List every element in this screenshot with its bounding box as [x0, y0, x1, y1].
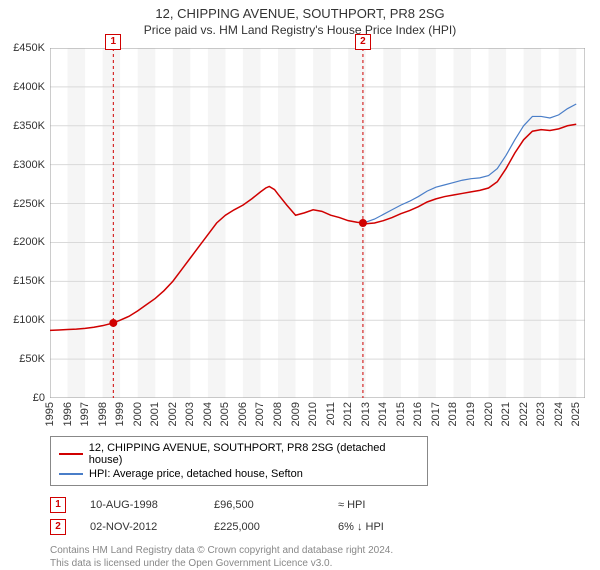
x-tick-label: 1996	[62, 402, 74, 426]
chart-subtitle: Price paid vs. HM Land Registry's House …	[0, 21, 600, 37]
chart-area: £0£50K£100K£150K£200K£250K£300K£350K£400…	[50, 48, 585, 398]
x-tick-label: 2019	[465, 402, 477, 426]
y-tick-label: £450K	[13, 42, 45, 54]
y-tick-label: £300K	[13, 159, 45, 171]
x-tick-label: 2012	[342, 402, 354, 426]
legend-label: 12, CHIPPING AVENUE, SOUTHPORT, PR8 2SG …	[89, 442, 419, 466]
chart-plot	[50, 48, 585, 398]
transaction-date: 02-NOV-2012	[90, 521, 190, 533]
transaction-delta: 6% ↓ HPI	[338, 521, 438, 533]
x-tick-label: 2017	[430, 402, 442, 426]
y-tick-label: £250K	[13, 198, 45, 210]
x-tick-label: 2002	[167, 402, 179, 426]
x-tick-label: 2015	[395, 402, 407, 426]
x-tick-label: 1997	[79, 402, 91, 426]
transaction-row: 1 10-AUG-1998 £96,500 ≈ HPI	[50, 494, 580, 516]
x-tick-label: 2014	[377, 402, 389, 426]
footnote-line: Contains HM Land Registry data © Crown c…	[50, 544, 580, 557]
y-tick-label: £150K	[13, 275, 45, 287]
x-tick-label: 2021	[500, 402, 512, 426]
x-tick-label: 2007	[254, 402, 266, 426]
x-tick-label: 2003	[184, 402, 196, 426]
x-tick-label: 2023	[535, 402, 547, 426]
chart-container: 12, CHIPPING AVENUE, SOUTHPORT, PR8 2SG …	[0, 0, 600, 560]
transaction-price: £225,000	[214, 521, 314, 533]
transaction-marker: 2	[50, 519, 66, 535]
x-tick-label: 2008	[272, 402, 284, 426]
footnote: Contains HM Land Registry data © Crown c…	[50, 544, 580, 570]
chart-marker-box: 2	[355, 34, 371, 50]
y-tick-label: £350K	[13, 120, 45, 132]
x-tick-label: 2005	[219, 402, 231, 426]
y-tick-label: £100K	[13, 314, 45, 326]
y-tick-label: £50K	[19, 353, 45, 365]
x-tick-label: 2001	[149, 402, 161, 426]
x-tick-label: 2025	[570, 402, 582, 426]
chart-marker-box: 1	[105, 34, 121, 50]
x-tick-label: 2009	[290, 402, 302, 426]
legend-row: 12, CHIPPING AVENUE, SOUTHPORT, PR8 2SG …	[59, 441, 419, 467]
transaction-marker: 1	[50, 497, 66, 513]
transaction-row: 2 02-NOV-2012 £225,000 6% ↓ HPI	[50, 516, 580, 538]
chart-title: 12, CHIPPING AVENUE, SOUTHPORT, PR8 2SG	[0, 0, 600, 21]
y-tick-label: £200K	[13, 236, 45, 248]
x-tick-label: 2016	[412, 402, 424, 426]
legend-swatch	[59, 453, 83, 455]
legend-swatch	[59, 473, 83, 475]
footnote-line: This data is licensed under the Open Gov…	[50, 557, 580, 570]
transaction-delta: ≈ HPI	[338, 499, 438, 511]
legend-and-footer: 12, CHIPPING AVENUE, SOUTHPORT, PR8 2SG …	[50, 436, 580, 570]
x-tick-label: 1998	[97, 402, 109, 426]
x-tick-label: 2024	[553, 402, 565, 426]
x-tick-label: 1999	[114, 402, 126, 426]
x-tick-label: 2000	[132, 402, 144, 426]
transaction-price: £96,500	[214, 499, 314, 511]
legend-box: 12, CHIPPING AVENUE, SOUTHPORT, PR8 2SG …	[50, 436, 428, 486]
x-tick-label: 2022	[518, 402, 530, 426]
x-tick-label: 2004	[202, 402, 214, 426]
legend-label: HPI: Average price, detached house, Seft…	[89, 468, 303, 480]
legend-row: HPI: Average price, detached house, Seft…	[59, 467, 419, 481]
transactions-table: 1 10-AUG-1998 £96,500 ≈ HPI 2 02-NOV-201…	[50, 494, 580, 538]
x-tick-label: 2013	[360, 402, 372, 426]
x-tick-label: 1995	[44, 402, 56, 426]
x-tick-label: 2006	[237, 402, 249, 426]
y-tick-label: £400K	[13, 81, 45, 93]
x-tick-label: 2011	[325, 402, 337, 426]
x-tick-label: 2010	[307, 402, 319, 426]
x-tick-label: 2018	[447, 402, 459, 426]
transaction-date: 10-AUG-1998	[90, 499, 190, 511]
x-tick-label: 2020	[483, 402, 495, 426]
